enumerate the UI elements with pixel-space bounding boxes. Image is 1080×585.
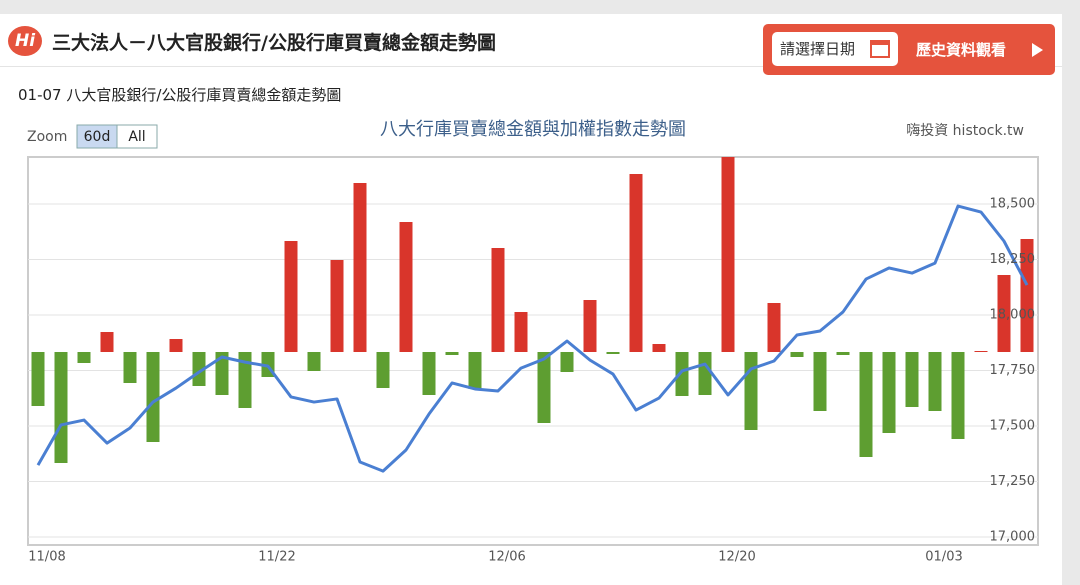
bar: [882, 352, 896, 433]
bar: [859, 352, 873, 457]
x-tick-label: 12/20: [718, 550, 755, 565]
x-tick-label: 01/03: [925, 550, 962, 565]
bar: [146, 352, 160, 442]
x-tick-label: 12/06: [488, 550, 525, 565]
bar: [491, 248, 505, 352]
y-tick-label: 18,250: [990, 252, 1036, 267]
header: Hi 三大法人－八大官股銀行/公股行庫買賣總金額走勢圖 請選擇日期 歷史資料觀看: [0, 14, 1062, 75]
bar: [652, 344, 666, 352]
date-picker-label: 請選擇日期: [780, 40, 856, 58]
chart-title: 八大行庫買賣總金額與加權指數走勢圖: [380, 119, 686, 140]
y-tick-label: 17,750: [990, 363, 1036, 378]
bar: [951, 352, 965, 439]
bar: [790, 352, 804, 357]
x-tick-label: 11/22: [258, 550, 295, 565]
page-title: 三大法人－八大官股銀行/公股行庫買賣總金額走勢圖: [52, 32, 496, 54]
bar: [560, 352, 574, 372]
bar: [537, 352, 551, 423]
bar: [353, 183, 367, 352]
bar: [238, 352, 252, 408]
history-panel: 請選擇日期 歷史資料觀看: [763, 24, 1055, 75]
bar: [123, 352, 137, 383]
bar: [77, 352, 91, 363]
zoom-label: Zoom: [27, 129, 67, 145]
bar: [836, 352, 850, 355]
bar: [399, 222, 413, 352]
bar: [583, 300, 597, 352]
credit: 嗨投資 histock.tw: [906, 123, 1024, 139]
y-tick-label: 17,500: [990, 419, 1036, 434]
plot-frame: [27, 156, 1039, 546]
bar: [974, 351, 988, 352]
zoom-60d-label: 60d: [84, 129, 111, 145]
bar: [928, 352, 942, 411]
zoom-all-label: All: [128, 129, 145, 145]
bar: [629, 174, 643, 352]
calendar-icon: [870, 40, 890, 58]
bar: [31, 352, 45, 406]
date-picker[interactable]: 請選擇日期: [772, 32, 898, 66]
bar: [744, 352, 758, 430]
bar: [445, 352, 459, 355]
logo: Hi: [8, 26, 42, 56]
bar: [905, 352, 919, 407]
bar: [675, 352, 689, 396]
bar: [330, 260, 344, 352]
bar: [1020, 239, 1034, 352]
y-tick-label: 17,000: [990, 530, 1036, 545]
bar: [54, 352, 68, 463]
bar: [721, 157, 735, 352]
bar: [767, 303, 781, 352]
bar: [307, 352, 321, 371]
y-tick-label: 18,000: [990, 308, 1036, 323]
bar: [997, 275, 1011, 352]
bar: [514, 312, 528, 352]
bar: [813, 352, 827, 411]
bar: [169, 339, 183, 352]
zoom-all[interactable]: [116, 124, 158, 149]
arrow-icon: [1032, 43, 1043, 57]
y-tick-label: 18,500: [990, 197, 1036, 212]
bar: [376, 352, 390, 388]
bar: [468, 352, 482, 389]
bar: [284, 241, 298, 352]
index-line: [36, 204, 1029, 473]
bar: [606, 352, 620, 354]
bar: [215, 352, 229, 395]
y-tick-label: 17,250: [990, 474, 1036, 489]
history-button[interactable]: 歷史資料觀看: [916, 41, 1007, 59]
bar: [100, 332, 114, 352]
card: Hi 三大法人－八大官股銀行/公股行庫買賣總金額走勢圖 請選擇日期 歷史資料觀看…: [0, 14, 1062, 585]
bar: [192, 352, 206, 386]
bar: [422, 352, 436, 395]
x-tick-label: 11/08: [28, 550, 65, 565]
bar: [698, 352, 712, 395]
subtitle: 01-07 八大官股銀行/公股行庫買賣總金額走勢圖: [18, 86, 342, 104]
